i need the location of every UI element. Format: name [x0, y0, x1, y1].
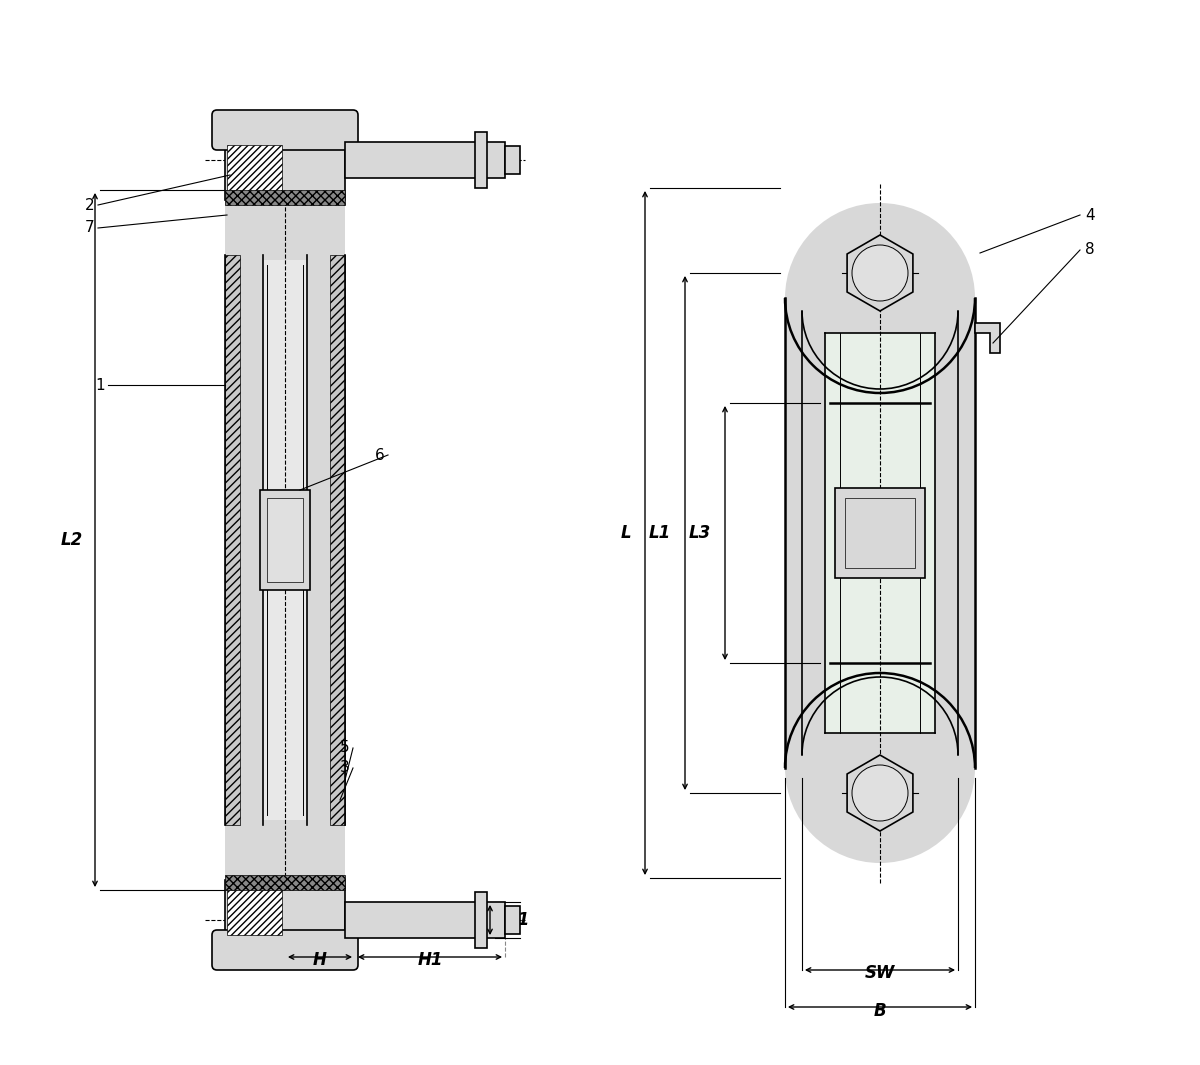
Text: 8: 8 — [1085, 243, 1094, 258]
Text: 7: 7 — [85, 220, 95, 235]
Text: SW: SW — [865, 964, 895, 982]
Text: L1: L1 — [649, 524, 671, 542]
Bar — [226, 255, 240, 825]
Text: L2: L2 — [61, 531, 83, 548]
Text: 3: 3 — [340, 760, 350, 775]
Text: L3: L3 — [689, 524, 710, 542]
Bar — [227, 145, 282, 197]
Bar — [475, 132, 487, 189]
Polygon shape — [847, 755, 913, 831]
Bar — [226, 875, 346, 890]
Polygon shape — [847, 235, 913, 311]
Bar — [346, 142, 505, 178]
Text: 4: 4 — [1085, 208, 1094, 223]
Bar — [226, 140, 346, 200]
Circle shape — [852, 245, 908, 301]
Text: D1: D1 — [505, 911, 530, 929]
Text: 6: 6 — [376, 447, 385, 462]
Text: H1: H1 — [418, 951, 443, 969]
Bar — [346, 902, 505, 938]
Bar — [266, 498, 302, 581]
Text: H: H — [313, 951, 326, 969]
Bar — [835, 488, 925, 578]
Bar — [505, 906, 520, 934]
FancyBboxPatch shape — [226, 200, 346, 880]
Ellipse shape — [785, 203, 974, 393]
Bar — [260, 490, 310, 590]
Bar — [826, 333, 935, 733]
Circle shape — [852, 765, 908, 821]
Bar — [475, 892, 487, 948]
Bar — [330, 255, 346, 825]
Bar — [505, 146, 520, 174]
Text: 1: 1 — [95, 377, 104, 393]
Ellipse shape — [785, 673, 974, 863]
Bar — [227, 883, 282, 935]
Bar — [845, 498, 916, 568]
Bar — [226, 880, 346, 940]
Text: B: B — [874, 1002, 887, 1020]
Text: L: L — [620, 524, 631, 542]
FancyBboxPatch shape — [212, 110, 358, 150]
Text: 2: 2 — [85, 197, 95, 213]
Bar — [263, 260, 307, 820]
Bar — [226, 190, 346, 204]
FancyBboxPatch shape — [212, 930, 358, 970]
Bar — [785, 298, 974, 768]
Text: 5: 5 — [340, 740, 350, 755]
Polygon shape — [974, 323, 1000, 353]
